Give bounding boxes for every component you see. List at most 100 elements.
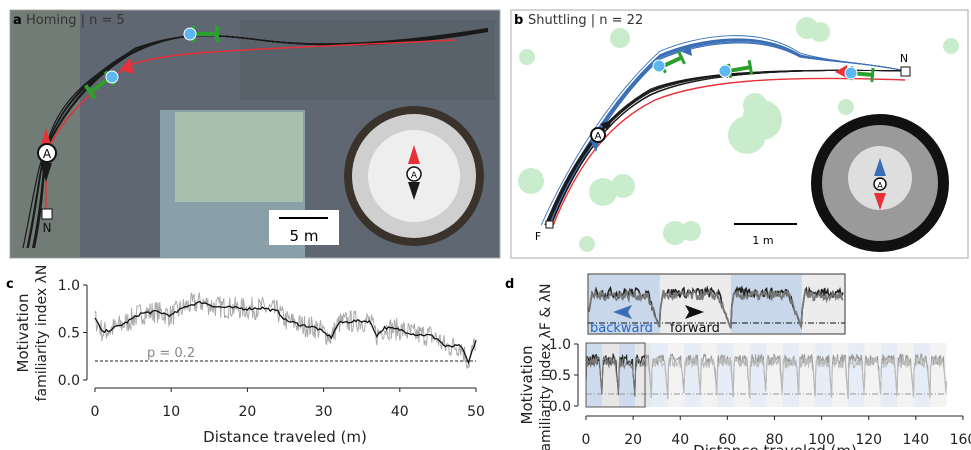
panel-letter: d <box>505 277 514 292</box>
panel-title: Homing | n = 5 <box>26 13 125 28</box>
agent-label: A <box>43 147 52 161</box>
robot-head-icon <box>105 70 119 84</box>
forward-label: forward <box>670 321 720 336</box>
forward-leg-shade <box>799 343 816 407</box>
forward-arrow-icon <box>685 305 704 319</box>
shuttling-routes <box>540 35 906 229</box>
feeder-label: F <box>535 230 541 243</box>
x-tick-label: 0 <box>582 432 591 448</box>
x-tick-label: 100 <box>808 432 835 448</box>
panel-d: d 0 20 40 60 80 100 120 140 160 0.0 0.5 1.0 backwar… <box>505 273 971 450</box>
y-tick-label: 0.5 <box>58 326 80 342</box>
roof-dark <box>240 20 495 100</box>
backward-leg-shade <box>717 343 734 407</box>
threshold-label: p = 0.2 <box>147 346 195 361</box>
nest-label: N <box>900 52 908 65</box>
bushes <box>518 17 959 252</box>
panel-b: A N F 1 m A b Shuttling | n = 22 <box>510 9 969 259</box>
x-tick-label: 50 <box>467 404 485 420</box>
reference-route <box>45 39 456 215</box>
route-arrow-red-icon <box>835 65 847 78</box>
y-tick-label: 0.5 <box>549 368 571 384</box>
agent-marker <box>406 166 422 182</box>
scale-label: 5 m <box>290 227 319 245</box>
familiarity-line-lambda-n <box>645 355 947 400</box>
panel-letter: b <box>514 13 523 28</box>
forward-leg-shade <box>864 343 881 407</box>
y-tick-label: 0.0 <box>58 373 80 389</box>
panel-a: A N 5 m A a Homing | n = 5 <box>9 9 501 259</box>
x-axis-label: Distance traveled (m) <box>203 428 367 446</box>
x-tick-label: 30 <box>315 404 333 420</box>
x-tick-label: 0 <box>91 404 100 420</box>
panel-c: c 0 10 20 30 40 50 0.0 0.5 1.0 p = 0.2 Distance … <box>6 265 485 446</box>
backward-leg-shade <box>815 343 832 407</box>
agent-heading-black-icon <box>40 163 52 182</box>
building-roof-light <box>175 112 303 202</box>
heading-forward-icon <box>408 145 420 164</box>
route-arrow-blue-icon <box>682 44 692 56</box>
axis-ticks: 0 10 20 30 40 50 0.0 0.5 1.0 <box>58 278 485 420</box>
scale-label: 1 m <box>752 234 773 247</box>
series <box>585 352 947 400</box>
panel-letter: a <box>13 13 22 28</box>
forward-leg-shade <box>930 343 947 407</box>
scale-bar-box <box>269 210 339 245</box>
y-axis-label-line2: familiarity index λF & λN <box>538 284 554 450</box>
axis-ticks: 0 20 40 60 80 100 120 140 160 0.0 0.5 1.0 <box>549 337 971 448</box>
panel-title: Shuttling | n = 22 <box>528 13 643 28</box>
x-tick-label: 10 <box>162 404 180 420</box>
zoom-region-box <box>585 342 646 408</box>
x-tick-label: 140 <box>902 432 929 448</box>
x-tick-label: 40 <box>671 432 689 448</box>
series <box>94 292 477 369</box>
y-axis-label-line1: Motivation <box>14 294 32 373</box>
feeder-marker <box>545 220 554 229</box>
agent-label: A <box>595 131 602 142</box>
x-tick-label: 60 <box>718 432 736 448</box>
inset-series <box>588 285 844 330</box>
reference-route <box>551 77 906 229</box>
y-axis-label-line2: familiarity index λN <box>34 265 50 402</box>
agent-label: A <box>411 171 418 181</box>
robot-head-icon <box>844 66 858 80</box>
forward-route <box>548 69 906 226</box>
agent-marker <box>590 127 606 143</box>
forward-leg-shade <box>635 343 652 407</box>
robot-head-icon <box>183 27 197 41</box>
heading-back-icon <box>408 182 420 200</box>
nest-label: N <box>43 221 52 235</box>
y-axis-label-line1: Motivation <box>518 346 536 425</box>
panel-letter: c <box>6 277 14 292</box>
agent-marker <box>37 143 57 163</box>
y-tick-label: 1.0 <box>58 278 80 294</box>
nest-marker <box>900 66 911 77</box>
agent-heading-red-icon <box>40 128 52 148</box>
inset-familiarity-line-lambda-n <box>588 287 844 330</box>
backward-leg-shade <box>782 343 800 407</box>
agent-marker <box>873 177 887 191</box>
y-tick-label: 0.0 <box>549 399 571 415</box>
backward-arrow-icon <box>613 305 632 319</box>
x-axis-label: Distance traveled (m) <box>693 442 857 450</box>
x-tick-label: 120 <box>855 432 882 448</box>
mean-familiarity-line <box>94 300 477 365</box>
familiarity-line-lambda-n <box>585 355 646 397</box>
forward-leg-shade <box>801 275 844 333</box>
heading-forward-icon <box>874 158 886 176</box>
y-tick-label: 1.0 <box>549 337 571 353</box>
backward-leg-shade <box>880 343 898 407</box>
backward-leg-shade <box>749 343 767 407</box>
agent-label: A <box>877 181 883 190</box>
x-tick-label: 160 <box>950 432 971 448</box>
heading-back-icon <box>874 193 886 210</box>
x-tick-label: 40 <box>391 404 409 420</box>
route-arrow-icon <box>120 58 134 74</box>
backward-label: backward <box>590 321 653 336</box>
backward-leg-shade <box>848 343 865 407</box>
robot-head-icon <box>652 59 666 73</box>
x-tick-label: 80 <box>766 432 784 448</box>
nest-marker <box>41 208 53 220</box>
